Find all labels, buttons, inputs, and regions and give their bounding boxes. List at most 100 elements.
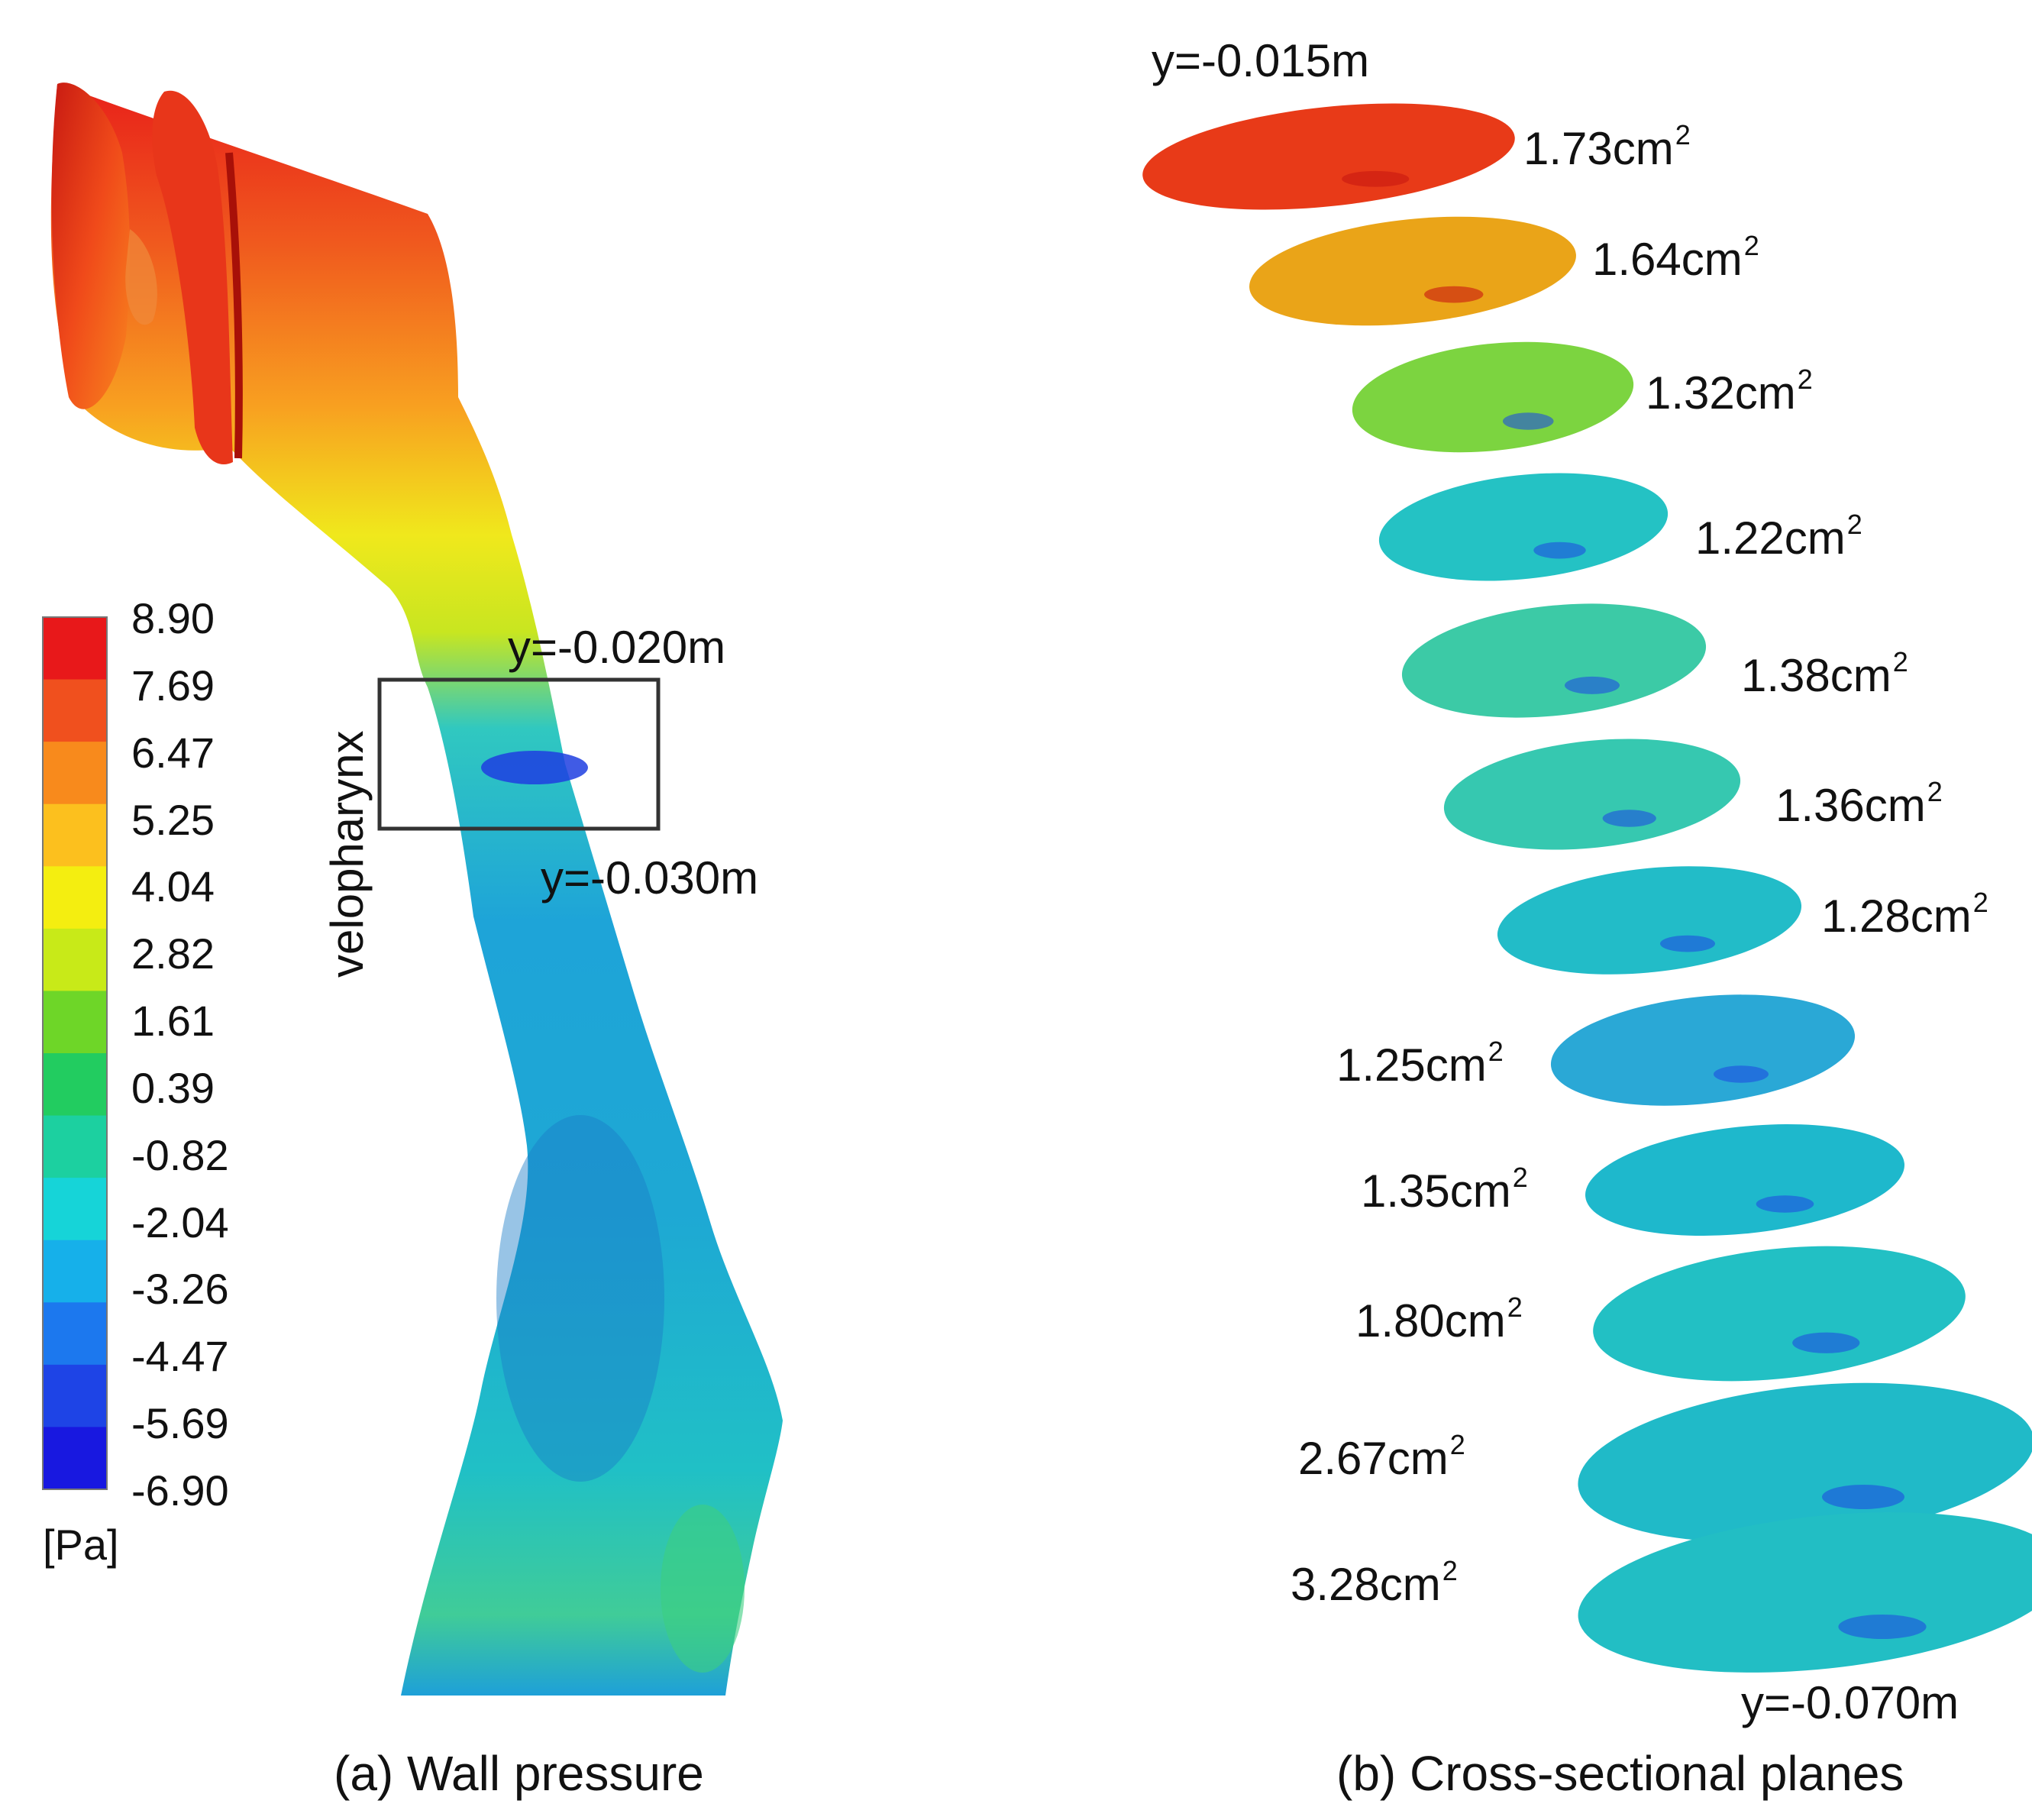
airway-green-patch: [661, 1505, 745, 1673]
colorbar-tick-label: 4.04: [131, 862, 215, 911]
section-area-exponent: 2: [1675, 119, 1691, 150]
colorbar-tick-label: 8.90: [131, 594, 215, 642]
colorbar-swatch: [43, 1427, 107, 1490]
section-area-value: 1.64cm: [1592, 234, 1743, 285]
section-area-label: 1.64cm2: [1592, 232, 1759, 285]
panel-a-caption: (a) Wall pressure: [334, 1746, 704, 1801]
section-area-exponent: 2: [1846, 509, 1862, 540]
colorbar-tick-label: -2.04: [131, 1198, 229, 1246]
colorbar-swatch: [43, 1115, 107, 1179]
cross-section-pressure-spot: [1714, 1065, 1769, 1083]
section-area-label: 1.25cm2: [1336, 1038, 1504, 1088]
section-area-exponent: 2: [1972, 887, 1988, 918]
cross-section-plane: [1585, 1124, 1904, 1236]
section-area-value: 1.73cm: [1523, 123, 1674, 174]
cross-section-pressure-spot: [1838, 1615, 1927, 1639]
colorbar-swatch: [43, 679, 107, 743]
cross-section-pressure-spot: [1822, 1485, 1904, 1509]
section-area-exponent: 2: [1927, 776, 1943, 807]
airway-wall-surface: [50, 84, 783, 1696]
colorbar-tick-label: 2.82: [131, 929, 215, 978]
box-top-y-label: y=-0.020m: [508, 622, 726, 673]
colorbar-swatch: [43, 1178, 107, 1241]
cross-section-pressure-spot: [1565, 676, 1620, 694]
colorbar-tick-label: 1.61: [131, 997, 215, 1046]
section-area-exponent: 2: [1892, 646, 1908, 677]
section-area-label: 1.38cm2: [1741, 648, 1908, 699]
colorbar-swatch: [43, 1053, 107, 1117]
velopharynx-region-box: [377, 677, 661, 831]
colorbar-swatches: [43, 617, 107, 1490]
cross-section-plane: [1443, 739, 1741, 850]
section-area-value: 1.25cm: [1336, 1039, 1487, 1091]
colorbar-tick-label: -3.26: [131, 1265, 229, 1314]
section-area-label: 1.73cm2: [1523, 121, 1691, 174]
colorbar-swatch: [43, 866, 107, 929]
cross-section-group: [1142, 103, 2032, 1673]
cross-section-plane: [1142, 103, 1515, 210]
cross-section-pressure-spot: [1660, 935, 1715, 952]
colorbar-frame: [42, 616, 108, 1490]
colorbar-tick-label: -0.82: [131, 1130, 229, 1179]
top-plane-y-label: y=-0.015m: [1152, 35, 1370, 86]
section-area-exponent: 2: [1449, 1429, 1465, 1460]
colorbar-tick-label: -4.47: [131, 1332, 229, 1381]
colorbar-swatch: [43, 991, 107, 1054]
section-area-label: 1.36cm2: [1775, 778, 1943, 831]
cross-section-plane: [1578, 1382, 2032, 1543]
cross-section-pressure-spot: [1602, 810, 1656, 827]
nasal-turbinate-surface: [152, 90, 233, 464]
cross-section-pressure-spot: [1424, 286, 1484, 303]
section-area-exponent: 2: [1512, 1162, 1528, 1193]
section-area-exponent: 2: [1488, 1036, 1504, 1067]
section-area-value: 1.80cm: [1355, 1295, 1506, 1346]
cross-section-pressure-spot: [1756, 1195, 1814, 1213]
section-area-exponent: 2: [1797, 364, 1813, 395]
colorbar-unit-label: [Pa]: [43, 1521, 119, 1569]
cross-section-pressure-spot: [1342, 170, 1410, 187]
section-area-label: 2.67cm2: [1298, 1431, 1465, 1484]
section-area-label: 1.32cm2: [1646, 366, 1813, 419]
section-area-label: 1.22cm2: [1695, 511, 1862, 561]
section-area-value: 1.35cm: [1361, 1165, 1511, 1217]
colorbar-swatch: [43, 742, 107, 805]
nasal-ridge-highlight: [225, 152, 243, 459]
colorbar-tick-label: -6.90: [131, 1466, 229, 1515]
nasal-cavity-surface: [51, 82, 130, 409]
cross-section-plane: [1401, 603, 1707, 718]
colorbar-tick-label: 7.69: [131, 661, 215, 710]
cross-section-plane: [1593, 1246, 1966, 1382]
section-area-value: 1.36cm: [1775, 780, 1926, 831]
cross-section-plane: [1249, 216, 1576, 326]
airway-shadow-region: [496, 1115, 664, 1482]
cross-section-plane: [1578, 1512, 2032, 1673]
cross-section-plane: [1497, 866, 1802, 975]
colorbar-tick-label: 6.47: [131, 728, 215, 777]
section-area-exponent: 2: [1743, 230, 1759, 261]
cross-section-plane: [1352, 341, 1634, 453]
cross-section-pressure-spot: [1502, 412, 1554, 430]
section-area-exponent: 2: [1442, 1555, 1458, 1586]
section-area-value: 1.32cm: [1646, 367, 1796, 419]
colorbar-swatch: [43, 803, 107, 868]
cross-section-pressure-spot: [1792, 1332, 1860, 1353]
section-area-label: 1.80cm2: [1355, 1294, 1523, 1346]
colorbar-tick-label: 5.25: [131, 795, 215, 844]
panel-b-caption: (b) Cross-sectional planes: [1336, 1746, 1904, 1801]
colorbar-tick-label: -5.69: [131, 1399, 229, 1448]
section-area-label: 1.35cm2: [1361, 1164, 1528, 1214]
colorbar-swatch: [43, 1364, 107, 1428]
section-area-exponent: 2: [1507, 1291, 1523, 1323]
cross-section-pressure-spot: [1533, 541, 1586, 559]
colorbar-swatch: [43, 617, 107, 680]
section-area-label: 3.28cm2: [1291, 1557, 1458, 1610]
box-bottom-y-label: y=-0.030m: [541, 852, 759, 904]
colorbar-swatch: [43, 928, 107, 992]
section-area-label: 1.28cm2: [1821, 889, 1988, 942]
section-area-value: 2.67cm: [1298, 1433, 1449, 1484]
section-area-value: 3.28cm: [1291, 1559, 1441, 1610]
section-area-value: 1.28cm: [1821, 891, 1972, 942]
velopharynx-label: velopharynx: [321, 730, 373, 978]
section-area-value: 1.22cm: [1695, 512, 1846, 564]
colorbar-swatch: [43, 1240, 107, 1304]
